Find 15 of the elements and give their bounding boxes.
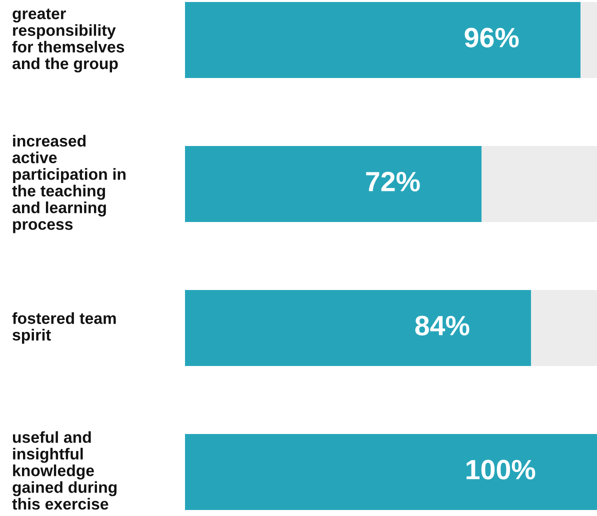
data-label: 72% (366, 172, 420, 192)
y-tick-label: greater responsibility for themselves and the group (12, 8, 124, 72)
bar (482, 146, 597, 222)
bar (185, 146, 482, 222)
y-tick-label: increased active participation in the teaching and learning process (12, 134, 126, 234)
bar (185, 290, 532, 366)
data-label: 84% (415, 316, 470, 336)
bar (185, 2, 581, 78)
bar (580, 2, 597, 78)
bar (531, 290, 597, 366)
y-tick-label: useful and insightful knowledge gained during this exercise (12, 431, 117, 510)
data-label: 100% (466, 460, 536, 480)
bar (185, 434, 597, 510)
data-label: 96% (464, 28, 519, 48)
y-tick-label: fostered team spirit (12, 312, 116, 344)
